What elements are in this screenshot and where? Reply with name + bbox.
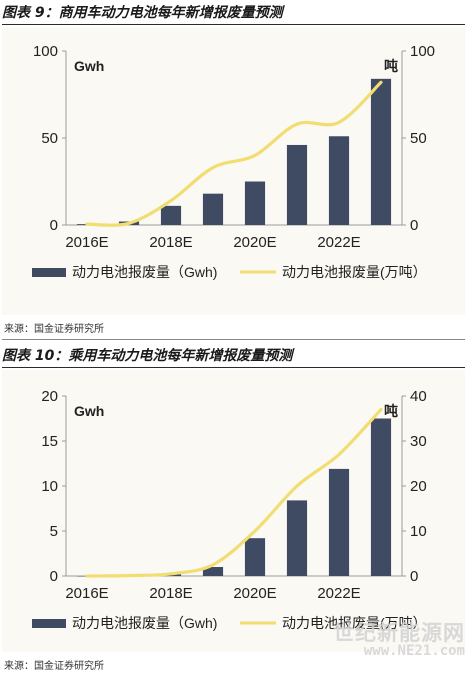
figure-9-divider: [2, 339, 465, 340]
figure-10-chart: 0 5 10 15 20 0 10 20 30 40 2016E 2018E 2020E 2022E Gwh…: [32, 388, 427, 631]
y-tick-label-left: 15: [41, 433, 58, 450]
x-tick-label: 2022E: [317, 585, 360, 602]
watermark: 世纪新能源网 www.NE21.com: [300, 622, 465, 659]
y-tick-label-left: 0: [50, 217, 58, 234]
bar: [328, 136, 350, 225]
legend-label-line: 动力电池报废量(万吨）: [282, 264, 427, 280]
x-tick-label: 2016E: [65, 234, 108, 251]
figure-10-chart-frame: 0 5 10 15 20 0 10 20 30 40 2016E 2018E 2020E 2022E Gwh…: [2, 370, 465, 652]
y-tick-label-right: 20: [410, 478, 427, 495]
unit-label-right: 吨: [384, 58, 398, 74]
watermark-line1: 世纪新能源网: [333, 621, 465, 645]
legend-swatch-bar: [32, 619, 66, 628]
bar: [328, 468, 350, 576]
bar: [160, 205, 182, 225]
unit-label-left: Gwh: [74, 403, 104, 419]
figure-9-title: 图表 9：商用车动力电池每年新增报废量预测: [2, 2, 465, 25]
y-tick-label-right: 40: [410, 388, 427, 405]
y-tick-label-left: 0: [50, 568, 58, 585]
x-tick-label: 2020E: [233, 585, 276, 602]
y-tick-label-right: 100: [410, 43, 435, 60]
y-tick-label-left: 10: [41, 478, 58, 495]
bar: [244, 538, 266, 576]
figure-10-source: 来源：国金证券研究所: [4, 661, 104, 672]
figure-10-title: 图表 10：乘用车动力电池每年新增报废量预测: [2, 345, 465, 368]
bar: [286, 144, 308, 225]
x-tick-label: 2022E: [317, 234, 360, 251]
figure-9-chart-frame: 0 50 100 0 50 100 2016E 2018E 2020E 2022E Gwh 吨动力电池…: [2, 27, 465, 315]
y-tick-label-left: 100: [33, 43, 58, 60]
bar: [370, 418, 392, 576]
series-line: [85, 80, 383, 227]
x-tick-label: 2018E: [149, 585, 192, 602]
x-tick-label: 2016E: [65, 585, 108, 602]
legend-swatch-bar: [32, 268, 66, 277]
bar: [286, 500, 308, 576]
bar: [370, 78, 392, 225]
y-tick-label-right: 10: [410, 523, 427, 540]
series-line: [85, 407, 383, 578]
y-tick-label-left: 5: [50, 523, 58, 540]
bar: [244, 181, 266, 225]
bar: [202, 567, 224, 576]
y-tick-label-left: 20: [41, 388, 58, 405]
legend-label-bar: 动力电池报废量（Gwh): [72, 615, 217, 631]
y-tick-label-left: 50: [41, 130, 58, 147]
x-tick-label: 2018E: [149, 234, 192, 251]
y-tick-label-right: 30: [410, 433, 427, 450]
y-tick-label-right: 0: [410, 568, 418, 585]
watermark-line2: www.NE21.com: [363, 643, 465, 660]
bar: [202, 193, 224, 225]
y-tick-label-right: 0: [410, 217, 418, 234]
y-tick-label-right: 50: [410, 130, 427, 147]
figure-9-chart: 0 50 100 0 50 100 2016E 2018E 2020E 2022E Gwh 吨动力电池…: [32, 43, 435, 280]
legend-label-bar: 动力电池报废量（Gwh): [72, 264, 217, 280]
legend-label-line: 动力电池报废量(万吨）: [282, 615, 427, 631]
x-tick-label: 2020E: [233, 234, 276, 251]
unit-label-right: 吨: [384, 403, 398, 419]
figure-9-source: 来源：国金证券研究所: [4, 324, 104, 335]
unit-label-left: Gwh: [74, 58, 104, 74]
